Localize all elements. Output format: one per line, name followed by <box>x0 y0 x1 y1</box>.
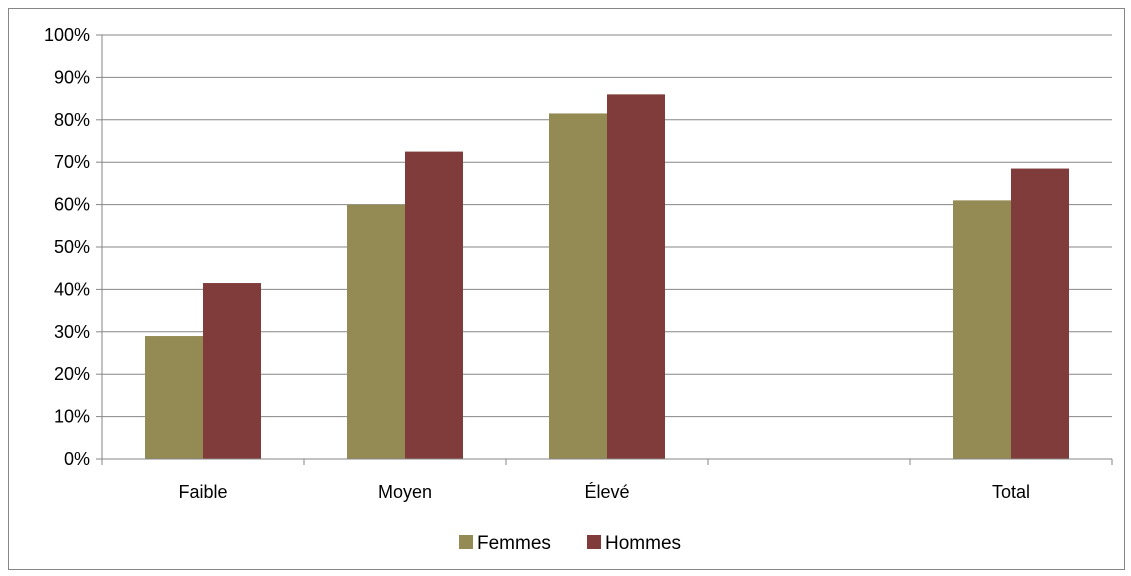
y-tick-label: 90% <box>54 67 90 87</box>
x-tick-label: Faible <box>178 482 227 502</box>
bar-femmes-faible <box>145 336 203 459</box>
bar-femmes-total <box>953 200 1011 460</box>
y-tick-label: 20% <box>54 364 90 384</box>
y-tick-labels: 0% 10% 20% 30% 40% 50% 60% 70% 80% 90% 100% <box>44 25 90 469</box>
y-tick-label: 50% <box>54 237 90 257</box>
y-tick-label: 100% <box>44 25 90 45</box>
bar-femmes-moyen <box>347 204 405 459</box>
y-tick-label: 0% <box>64 449 90 469</box>
y-tick-label: 70% <box>54 152 90 172</box>
legend: Femmes Hommes <box>459 533 681 554</box>
legend-label-femmes: Femmes <box>477 533 551 554</box>
axes <box>96 34 1113 465</box>
y-tick-label: 60% <box>54 195 90 215</box>
bar-hommes-total <box>1011 168 1069 459</box>
bar-femmes-élevé <box>549 113 607 459</box>
y-tick-label: 30% <box>54 322 90 342</box>
x-tick-label: Élevé <box>584 482 629 502</box>
x-tick-labels: Faible Moyen Élevé Total <box>178 482 1030 502</box>
x-tick-label: Moyen <box>378 482 432 502</box>
y-tick-label: 80% <box>54 110 90 130</box>
y-tick-label: 10% <box>54 407 90 427</box>
y-tick-label: 40% <box>54 279 90 299</box>
bar-hommes-moyen <box>405 151 463 459</box>
bar-hommes-élevé <box>607 94 665 460</box>
legend-swatch-hommes <box>587 535 601 549</box>
x-tick-label: Total <box>992 482 1030 502</box>
bar-hommes-faible <box>203 283 261 459</box>
gridlines <box>102 34 1112 418</box>
legend-label-hommes: Hommes <box>605 533 681 554</box>
bars <box>145 94 1069 460</box>
legend-swatch-femmes <box>459 535 473 549</box>
